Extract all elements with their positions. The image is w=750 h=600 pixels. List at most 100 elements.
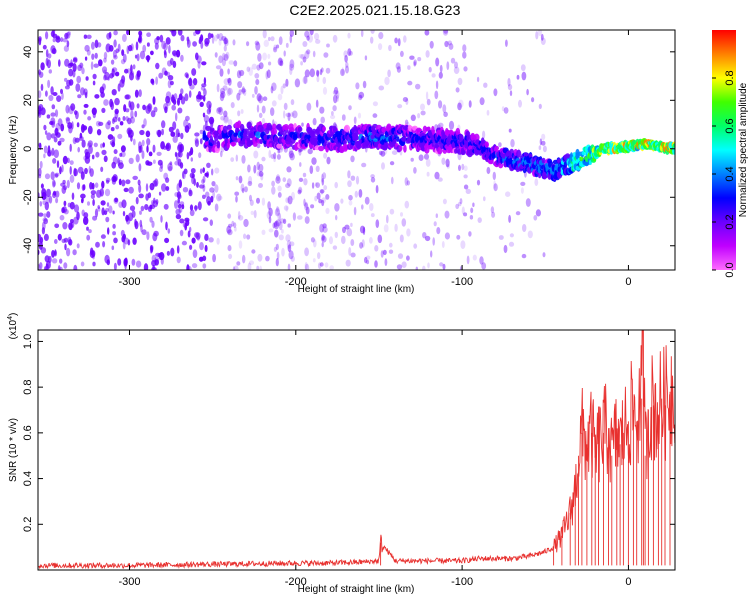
spectrogram-speckle <box>277 57 283 66</box>
spectrogram-speckle <box>292 110 298 119</box>
spectrogram-speckle <box>242 254 246 264</box>
spectrogram-speckle <box>165 95 171 104</box>
spectrogram-speckle <box>498 235 504 240</box>
spectrogram-speckle <box>158 72 164 79</box>
spectrogram-speckle <box>44 255 50 263</box>
spectrogram-speckle <box>437 177 443 182</box>
spectrogram-speckle <box>234 226 237 232</box>
spectrogram-speckle <box>472 254 477 261</box>
spectrogram-speckle <box>69 166 72 175</box>
spectrogram-speckle <box>190 168 196 174</box>
spectrogram-speckle <box>233 265 239 270</box>
spectrogram-speckle <box>54 250 57 257</box>
spectrogram-speckle <box>538 145 542 150</box>
spectrogram-speckle <box>533 215 538 221</box>
spectrogram-speckle <box>203 88 207 97</box>
spectrogram-speckle <box>406 180 410 186</box>
spectrogram-speckle <box>187 230 191 238</box>
spectrogram-speckle <box>227 77 232 86</box>
spectrogram-speckle <box>73 167 77 177</box>
spectrogram-speckle <box>455 87 460 93</box>
spectrogram-speckle <box>287 112 291 122</box>
spectrogram-y-tick-label: -40 <box>22 238 34 254</box>
spectrogram-ridge-point <box>344 124 350 132</box>
spectrogram-speckle <box>256 265 260 270</box>
spectrogram-speckle <box>341 114 346 121</box>
spectrogram-speckle <box>165 186 170 191</box>
spectrogram-speckle <box>404 200 410 209</box>
spectrogram-speckle <box>52 158 57 164</box>
spectrogram-speckle <box>47 53 52 59</box>
spectrogram-speckle <box>336 94 339 102</box>
spectrogram-speckle <box>226 225 232 234</box>
spectrogram-speckle <box>52 92 58 96</box>
spectrogram-speckle <box>273 246 277 252</box>
spectrogram-speckle <box>275 243 279 251</box>
spectrogram-speckle <box>191 176 195 185</box>
spectrogram-speckle <box>108 205 113 214</box>
spectrogram-speckle <box>38 90 42 99</box>
spectrogram-speckle <box>251 93 255 98</box>
spectrogram-speckle <box>257 53 262 62</box>
spectrogram-speckle <box>283 205 289 211</box>
spectrogram-frame <box>37 29 676 271</box>
spectrogram-speckle <box>287 244 292 252</box>
spectrogram-speckle <box>516 74 520 80</box>
spectrogram-speckle <box>344 55 348 63</box>
spectrogram-speckle <box>347 170 351 179</box>
spectrogram-speckle <box>191 263 198 269</box>
spectrogram-speckle <box>305 206 310 215</box>
spectrogram-speckle <box>122 210 126 217</box>
spectrogram-speckle <box>101 66 108 74</box>
spectrogram-speckle <box>292 212 296 221</box>
spectrogram-speckle <box>276 251 280 260</box>
spectrogram-speckle <box>211 34 215 44</box>
spectrogram-speckle <box>417 113 421 119</box>
spectrogram-speckle <box>302 41 308 47</box>
spectrogram-speckle <box>175 214 182 220</box>
spectrogram-speckle <box>370 174 375 179</box>
spectrogram-speckle <box>96 129 102 136</box>
spectrogram-speckle <box>288 150 294 159</box>
spectrogram-speckle <box>176 191 181 199</box>
spectrogram-speckle <box>248 260 255 266</box>
spectrogram-speckle <box>289 67 293 75</box>
spectrogram-speckle <box>420 110 426 116</box>
spectrogram-speckle <box>177 203 182 209</box>
spectrogram-speckle <box>146 32 152 37</box>
spectrogram-ridge-point <box>209 135 213 143</box>
snr-y-tick-label: 1.0 <box>22 334 34 349</box>
spectrogram-speckle <box>326 156 331 165</box>
spectrogram-speckle <box>48 195 53 204</box>
spectrogram-speckle <box>260 173 264 181</box>
spectrogram-speckle <box>428 66 432 73</box>
spectrogram-speckle <box>47 149 53 157</box>
spectrogram-speckle <box>87 140 93 147</box>
spectrogram-speckle <box>54 223 60 229</box>
spectrogram-speckle <box>329 236 333 245</box>
spectrogram-speckle <box>359 94 363 100</box>
spectrogram-speckle <box>124 260 127 270</box>
snr-marks <box>38 330 675 570</box>
spectrogram-speckle <box>302 56 307 63</box>
spectrogram-speckle <box>186 39 191 48</box>
spectrogram-speckle <box>216 107 222 114</box>
spectrogram-ridge-point <box>216 140 221 149</box>
spectrogram-speckle <box>266 69 271 79</box>
spectrogram-speckle <box>399 234 404 243</box>
spectrogram-speckle <box>51 120 56 128</box>
spectrogram-speckle <box>46 211 51 218</box>
spectrogram-speckle <box>103 74 107 81</box>
spectrogram-speckle <box>39 142 42 150</box>
spectrogram-speckle <box>189 226 192 233</box>
spectrogram-ridge-point <box>230 141 237 147</box>
spectrogram-speckle <box>503 244 508 254</box>
spectrogram-speckle <box>139 210 142 215</box>
spectrogram-speckle <box>400 212 403 217</box>
spectrogram-speckle <box>134 218 137 228</box>
spectrogram-ridge-point <box>516 149 522 158</box>
spectrogram-speckle <box>172 135 178 143</box>
spectrogram-speckle <box>177 142 183 150</box>
spectrogram-speckle <box>463 184 469 190</box>
spectrogram-speckle <box>79 62 84 69</box>
